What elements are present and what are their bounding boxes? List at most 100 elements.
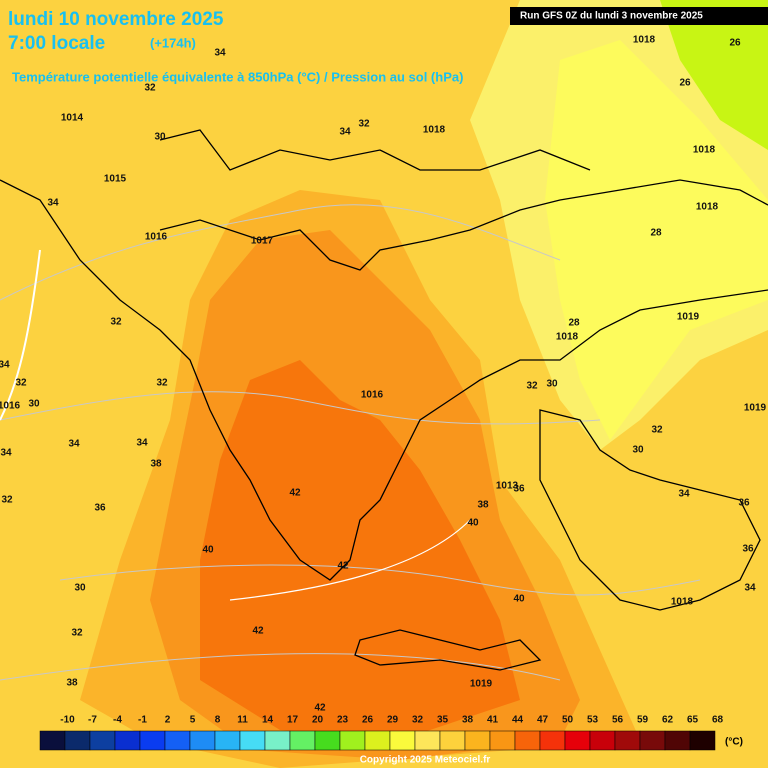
legend-tick-label: -1	[138, 715, 147, 726]
legend-unit: (°C)	[725, 737, 743, 748]
contour-label: 36	[738, 498, 750, 509]
title-date: lundi 10 novembre 2025	[8, 9, 224, 30]
contour-label: 32	[526, 381, 538, 392]
light-region	[545, 40, 768, 440]
contour-label: 40	[467, 518, 479, 529]
front-line	[229, 519, 471, 601]
legend-swatch	[264, 730, 291, 751]
contour-label: 36	[513, 484, 525, 495]
contour-label: 28	[650, 228, 662, 239]
legend-swatch	[164, 730, 191, 751]
contour-label: 26	[729, 38, 741, 49]
legend-swatch	[214, 730, 241, 751]
contour-label: 1015	[104, 174, 127, 185]
legend-swatch	[614, 730, 641, 751]
legend-swatch	[314, 730, 341, 751]
contour-label: 34	[0, 360, 10, 371]
copyright: Copyright 2025 Meteociel.fr	[360, 755, 491, 766]
legend-swatch	[639, 730, 666, 751]
legend-tick-label: 5	[190, 715, 196, 726]
contour-label: 32	[144, 83, 156, 94]
contour-label: 28	[568, 318, 580, 329]
contour-labels: 34 32 1014 30 1015 34 1016 1017 34 32 1018 1018 26 26…	[0, 35, 767, 714]
run-box	[510, 7, 768, 25]
contour-label: 30	[154, 132, 166, 143]
contour-label: 34	[678, 489, 690, 500]
legend-tick-label: 65	[687, 715, 699, 726]
contour-label: 30	[28, 399, 40, 410]
contour-label: 1018	[633, 35, 656, 46]
legend-swatch	[239, 730, 266, 751]
title-time: 7:00 locale	[8, 33, 105, 54]
hot-region	[200, 360, 520, 740]
legend-swatch	[689, 730, 716, 751]
legend-tick-label: 47	[537, 715, 549, 726]
contour-label: 1018	[556, 332, 579, 343]
contour-label: 36	[94, 503, 106, 514]
legend-tick-label: 8	[215, 715, 221, 726]
contour-label: 1018	[696, 202, 719, 213]
legend-tick-label: 11	[237, 715, 248, 726]
legend-swatch	[539, 730, 566, 751]
contour-label: 40	[513, 594, 525, 605]
legend-swatch	[564, 730, 591, 751]
legend-swatch	[439, 730, 466, 751]
contour-label: 30	[74, 583, 86, 594]
contour-label: 42	[314, 703, 326, 714]
border	[159, 129, 591, 171]
legend-tick-label: 50	[562, 715, 574, 726]
contour-label: 1019	[744, 403, 767, 414]
legend-swatch	[339, 730, 366, 751]
coastline	[159, 179, 768, 271]
contour-label: 34	[136, 438, 148, 449]
contour-label: 34	[68, 439, 80, 450]
coastline	[539, 409, 761, 611]
legend-tick-label: 44	[512, 715, 524, 726]
isobar	[0, 204, 561, 301]
contour-label: 32	[15, 378, 27, 389]
crete	[354, 629, 542, 671]
contour-label: 36	[742, 544, 754, 555]
legend-tick-label: 20	[312, 715, 324, 726]
coastline	[0, 179, 768, 581]
isobar	[59, 564, 701, 596]
contour-label: 1014	[61, 113, 84, 124]
subtitle: Température potentielle équivalente à 85…	[12, 69, 463, 84]
legend-tick-label: -7	[88, 715, 97, 726]
contour-label: 1017	[251, 236, 274, 247]
contour-label: 32	[358, 119, 370, 130]
legend-swatch	[64, 730, 91, 751]
legend-swatch	[664, 730, 691, 751]
legend-tick-label: 59	[637, 715, 649, 726]
contour-label: 34	[0, 448, 12, 459]
lime-region	[660, 0, 768, 150]
contour-label: 38	[477, 500, 489, 511]
contour-label: 42	[337, 561, 349, 572]
contour-label: 34	[214, 48, 226, 59]
contour-label: 1016	[0, 401, 21, 412]
legend-tick-label: -10	[60, 715, 75, 726]
contour-label: 34	[339, 127, 351, 138]
legend-swatch	[464, 730, 491, 751]
contour-label: 1019	[677, 312, 700, 323]
legend-tick-label: 2	[165, 715, 171, 726]
contour-label: 30	[546, 379, 558, 390]
contour-label: 1013	[496, 481, 519, 492]
contour-label: 32	[156, 378, 168, 389]
legend-swatch	[114, 730, 141, 751]
contour-label: 32	[1, 495, 13, 506]
legend-swatch	[364, 730, 391, 751]
legend-tick-label: 62	[662, 715, 674, 726]
legend-tick-label: 53	[587, 715, 599, 726]
isobar	[0, 653, 561, 681]
legend-swatch	[289, 730, 316, 751]
legend-tick-label: 38	[462, 715, 474, 726]
legend-swatch	[89, 730, 116, 751]
legend-swatch	[589, 730, 616, 751]
contour-label: 40	[202, 545, 214, 556]
legend-tick-label: 56	[612, 715, 624, 726]
contour-label: 1016	[361, 390, 384, 401]
contour-label: 30	[632, 445, 644, 456]
legend-tick-label: 29	[387, 715, 399, 726]
